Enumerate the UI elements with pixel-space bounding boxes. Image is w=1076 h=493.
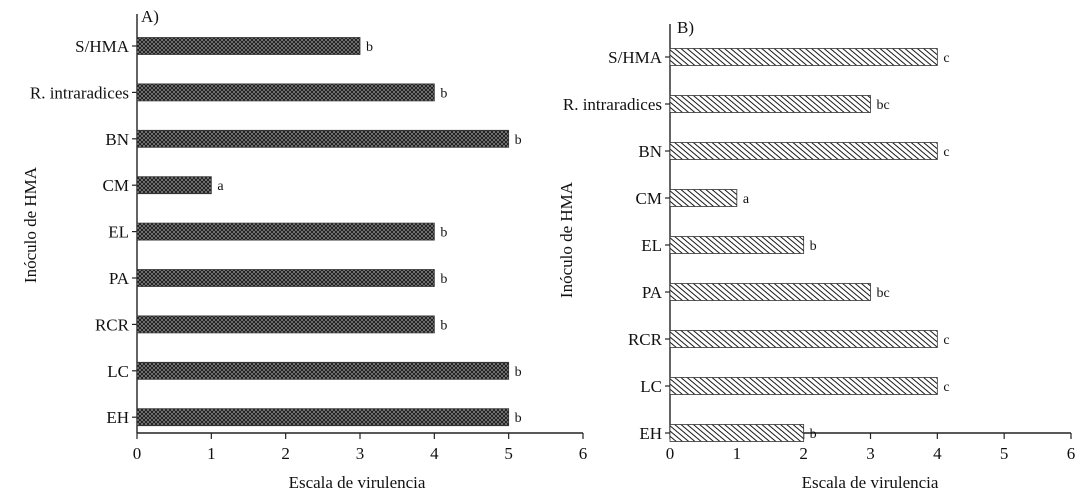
panel-a-category-label: R. intraradices	[30, 83, 129, 102]
panel-a-category-label: LC	[107, 362, 129, 381]
panel-b-x-tick-label: 1	[733, 444, 742, 463]
panel-a-bar	[136, 269, 435, 287]
panel-b-bar	[669, 424, 805, 442]
panel-a-bar	[136, 222, 435, 241]
panel-a-category-label: BN	[105, 130, 129, 149]
panel-a-bar	[136, 361, 510, 380]
panel-b-bar	[669, 189, 738, 207]
panel-b-category-label: LC	[640, 377, 662, 396]
panel-b-data-label: c	[943, 380, 949, 395]
panel-b-x-tick-label: 6	[1067, 444, 1076, 463]
panel-a-x-tick-label: 0	[133, 444, 142, 463]
panel-a-category-label: PA	[109, 269, 130, 288]
panel-b-data-label: c	[943, 145, 949, 160]
panel-a-label: A)	[141, 7, 159, 26]
panel-a-data-label: b	[515, 411, 522, 426]
panel-b-y-axis-title: Inóculo de HMA	[557, 181, 576, 298]
panel-b-bar	[669, 236, 805, 254]
panel-b-x-axis-title: Escala de virulencia	[802, 473, 939, 492]
panel-a-bar	[136, 129, 510, 148]
panel-a-data-label: b	[440, 226, 447, 241]
panel-b-data-label: b	[810, 427, 817, 442]
panel-b-data-label: a	[743, 192, 750, 207]
panel-a-data-label: a	[217, 179, 224, 194]
panel-a-bar	[136, 83, 435, 102]
panel-a-category-label: S/HMA	[75, 37, 130, 56]
panel-a-x-tick-label: 4	[430, 444, 439, 463]
panel-b-bar	[669, 283, 871, 301]
panel-b-data-label: b	[810, 239, 817, 254]
panel-b-data-label: bc	[877, 286, 890, 301]
panel-a-x-tick-label: 2	[281, 444, 290, 463]
panel-a-data-label: b	[515, 365, 522, 380]
panel-a-category-label: CM	[103, 176, 129, 195]
panel-b-label: B)	[677, 18, 694, 37]
panel-b-data-label: bc	[877, 98, 890, 113]
panel-a-category-label: EL	[108, 223, 129, 242]
panel-a-bar	[136, 315, 435, 334]
panel-a-data-label: b	[440, 272, 447, 287]
panel-b-bar	[669, 95, 871, 113]
panel-b-x-tick-label: 5	[1000, 444, 1009, 463]
panel-b-data-label: c	[943, 333, 949, 348]
panel-b-category-label: PA	[642, 283, 663, 302]
panel-a-category-label: EH	[106, 408, 129, 427]
panel-a-bar	[136, 408, 510, 427]
panel-b-x-tick-label: 2	[799, 444, 808, 463]
panel-a-bar	[136, 176, 212, 195]
panel-b-category-label: CM	[636, 189, 662, 208]
panel-a: A) Escala de virulencia Inóculo de HMA 0…	[21, 7, 587, 492]
panel-a-y-axis-title: Inóculo de HMA	[21, 166, 40, 283]
panel-b-x-tick-label: 4	[933, 444, 942, 463]
panel-b-category-label: S/HMA	[608, 48, 663, 67]
panel-a-x-axis-title: Escala de virulencia	[289, 473, 426, 492]
panel-b-bar	[669, 330, 938, 348]
panel-a-x-tick-label: 5	[504, 444, 513, 463]
panel-b-category-label: BN	[638, 142, 662, 161]
panel-b-data-label: c	[943, 51, 949, 66]
panel-b-x-tick-label: 3	[866, 444, 875, 463]
panel-b-category-label: EH	[639, 424, 662, 443]
panel-a-data-label: b	[440, 318, 447, 333]
panel-a-bar	[136, 37, 361, 55]
panel-a-data-label: b	[366, 40, 373, 55]
panel-a-x-tick-label: 1	[207, 444, 216, 463]
panel-b-bar	[669, 377, 938, 395]
panel-b-category-label: R. intraradices	[563, 95, 662, 114]
panel-a-x-tick-label: 3	[356, 444, 365, 463]
panel-a-data-label: b	[515, 133, 522, 148]
panel-a-x-tick-label: 6	[579, 444, 588, 463]
panel-a-category-label: RCR	[95, 315, 130, 334]
panel-b-category-label: EL	[641, 236, 662, 255]
panel-b: B) Escala de virulencia Inóculo de HMA 0…	[557, 18, 1075, 492]
panel-b-x-tick-label: 0	[666, 444, 675, 463]
panel-a-data-label: b	[440, 86, 447, 101]
panel-b-bar	[669, 142, 938, 160]
panel-b-bar	[669, 48, 938, 66]
panel-b-category-label: RCR	[628, 330, 663, 349]
